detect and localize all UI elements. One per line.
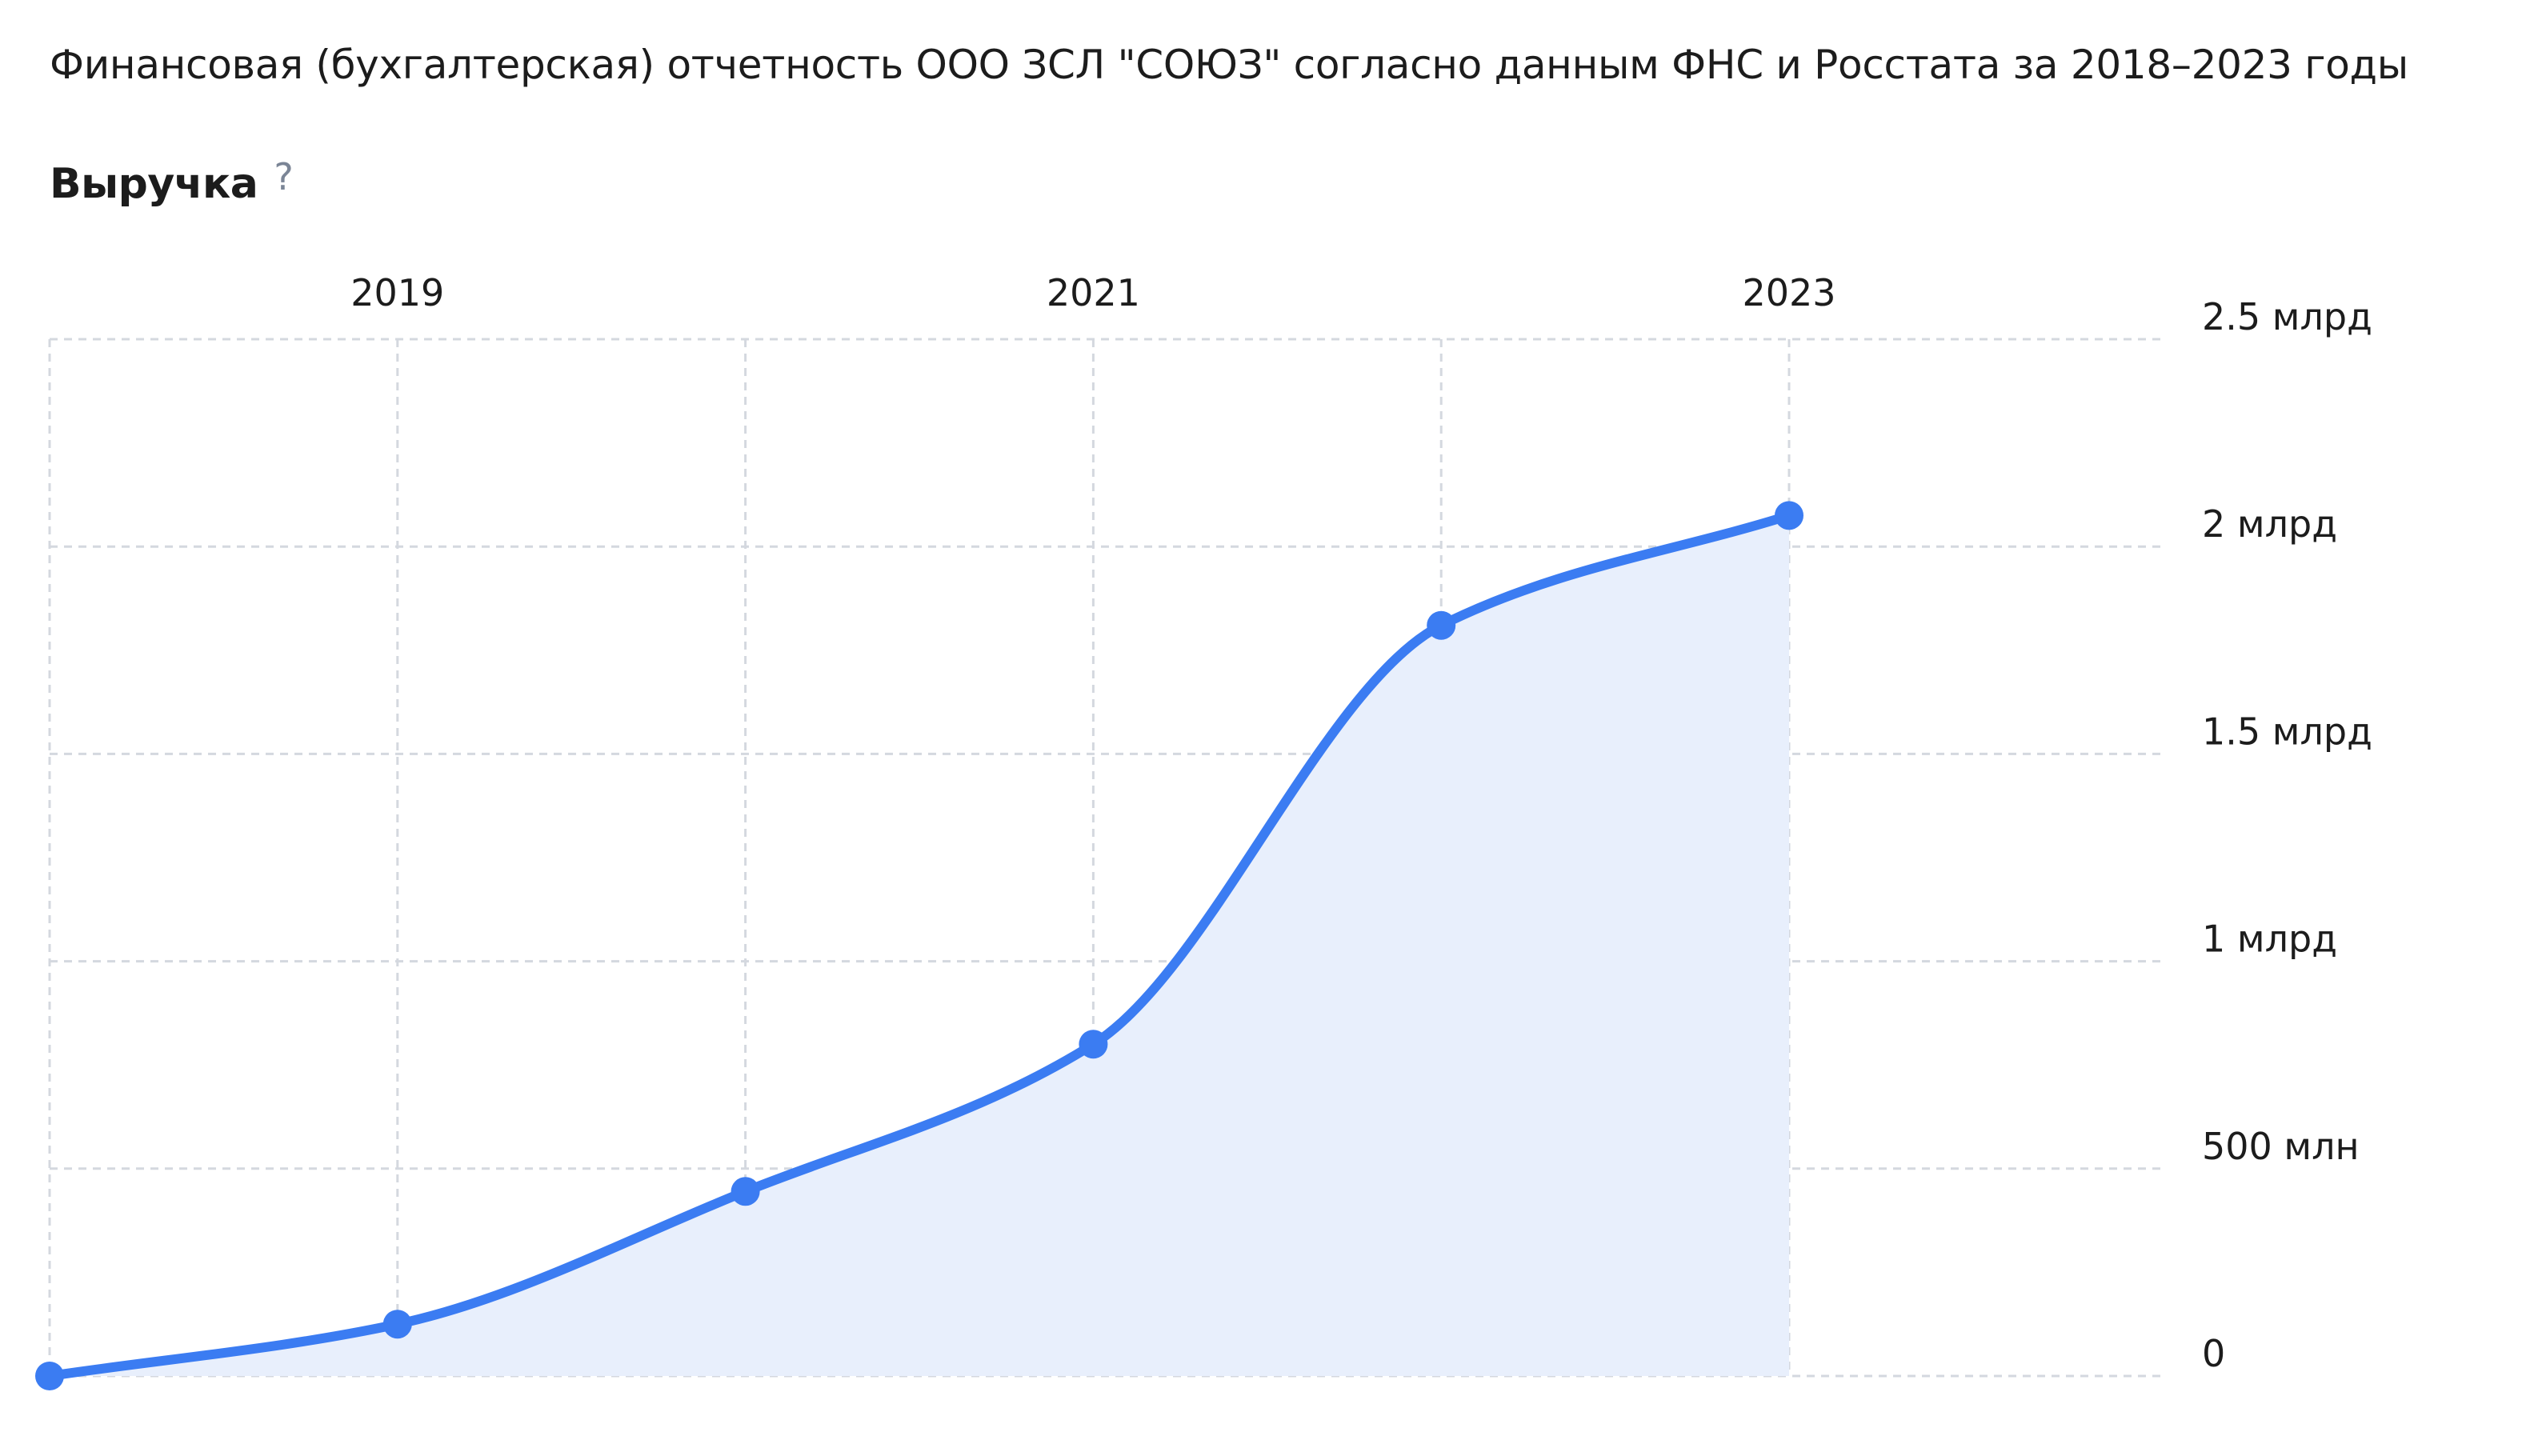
revenue-area (50, 515, 1789, 1376)
y-tick-label: 1.5 млрд (2202, 710, 2372, 753)
data-point-2018[interactable] (35, 1362, 64, 1390)
x-tick-label: 2021 (1047, 271, 1140, 314)
data-point-2023[interactable] (1775, 501, 1803, 530)
page-title: Финансовая (бухгалтерская) отчетность ОО… (50, 42, 2408, 88)
y-tick-label: 500 млн (2202, 1125, 2360, 1168)
data-points (35, 501, 1803, 1390)
x-axis-ticks: 2019 2021 2023 (350, 271, 1835, 314)
section-title: Выручка (50, 160, 258, 208)
revenue-line (45, 510, 1794, 1381)
y-tick-label: 2.5 млрд (2202, 295, 2372, 338)
y-tick-label: 2 млрд (2202, 502, 2337, 546)
data-point-2022[interactable] (1427, 610, 1456, 640)
data-point-2020[interactable] (731, 1177, 760, 1206)
y-axis-ticks: 0 500 млн 1 млрд 1.5 млрд 2 млрд 2.5 млрд (2202, 295, 2372, 1375)
data-point-2021[interactable] (1079, 1030, 1108, 1059)
section-header: Выручка ? (50, 155, 294, 208)
y-tick-label: 1 млрд (2202, 918, 2337, 961)
x-tick-label: 2023 (1742, 271, 1835, 314)
data-point-2019[interactable] (382, 1310, 412, 1339)
chart-grid (48, 338, 2160, 1378)
x-tick-label: 2019 (350, 271, 444, 314)
y-tick-label: 0 (2202, 1332, 2225, 1375)
help-icon[interactable]: ? (274, 155, 294, 198)
